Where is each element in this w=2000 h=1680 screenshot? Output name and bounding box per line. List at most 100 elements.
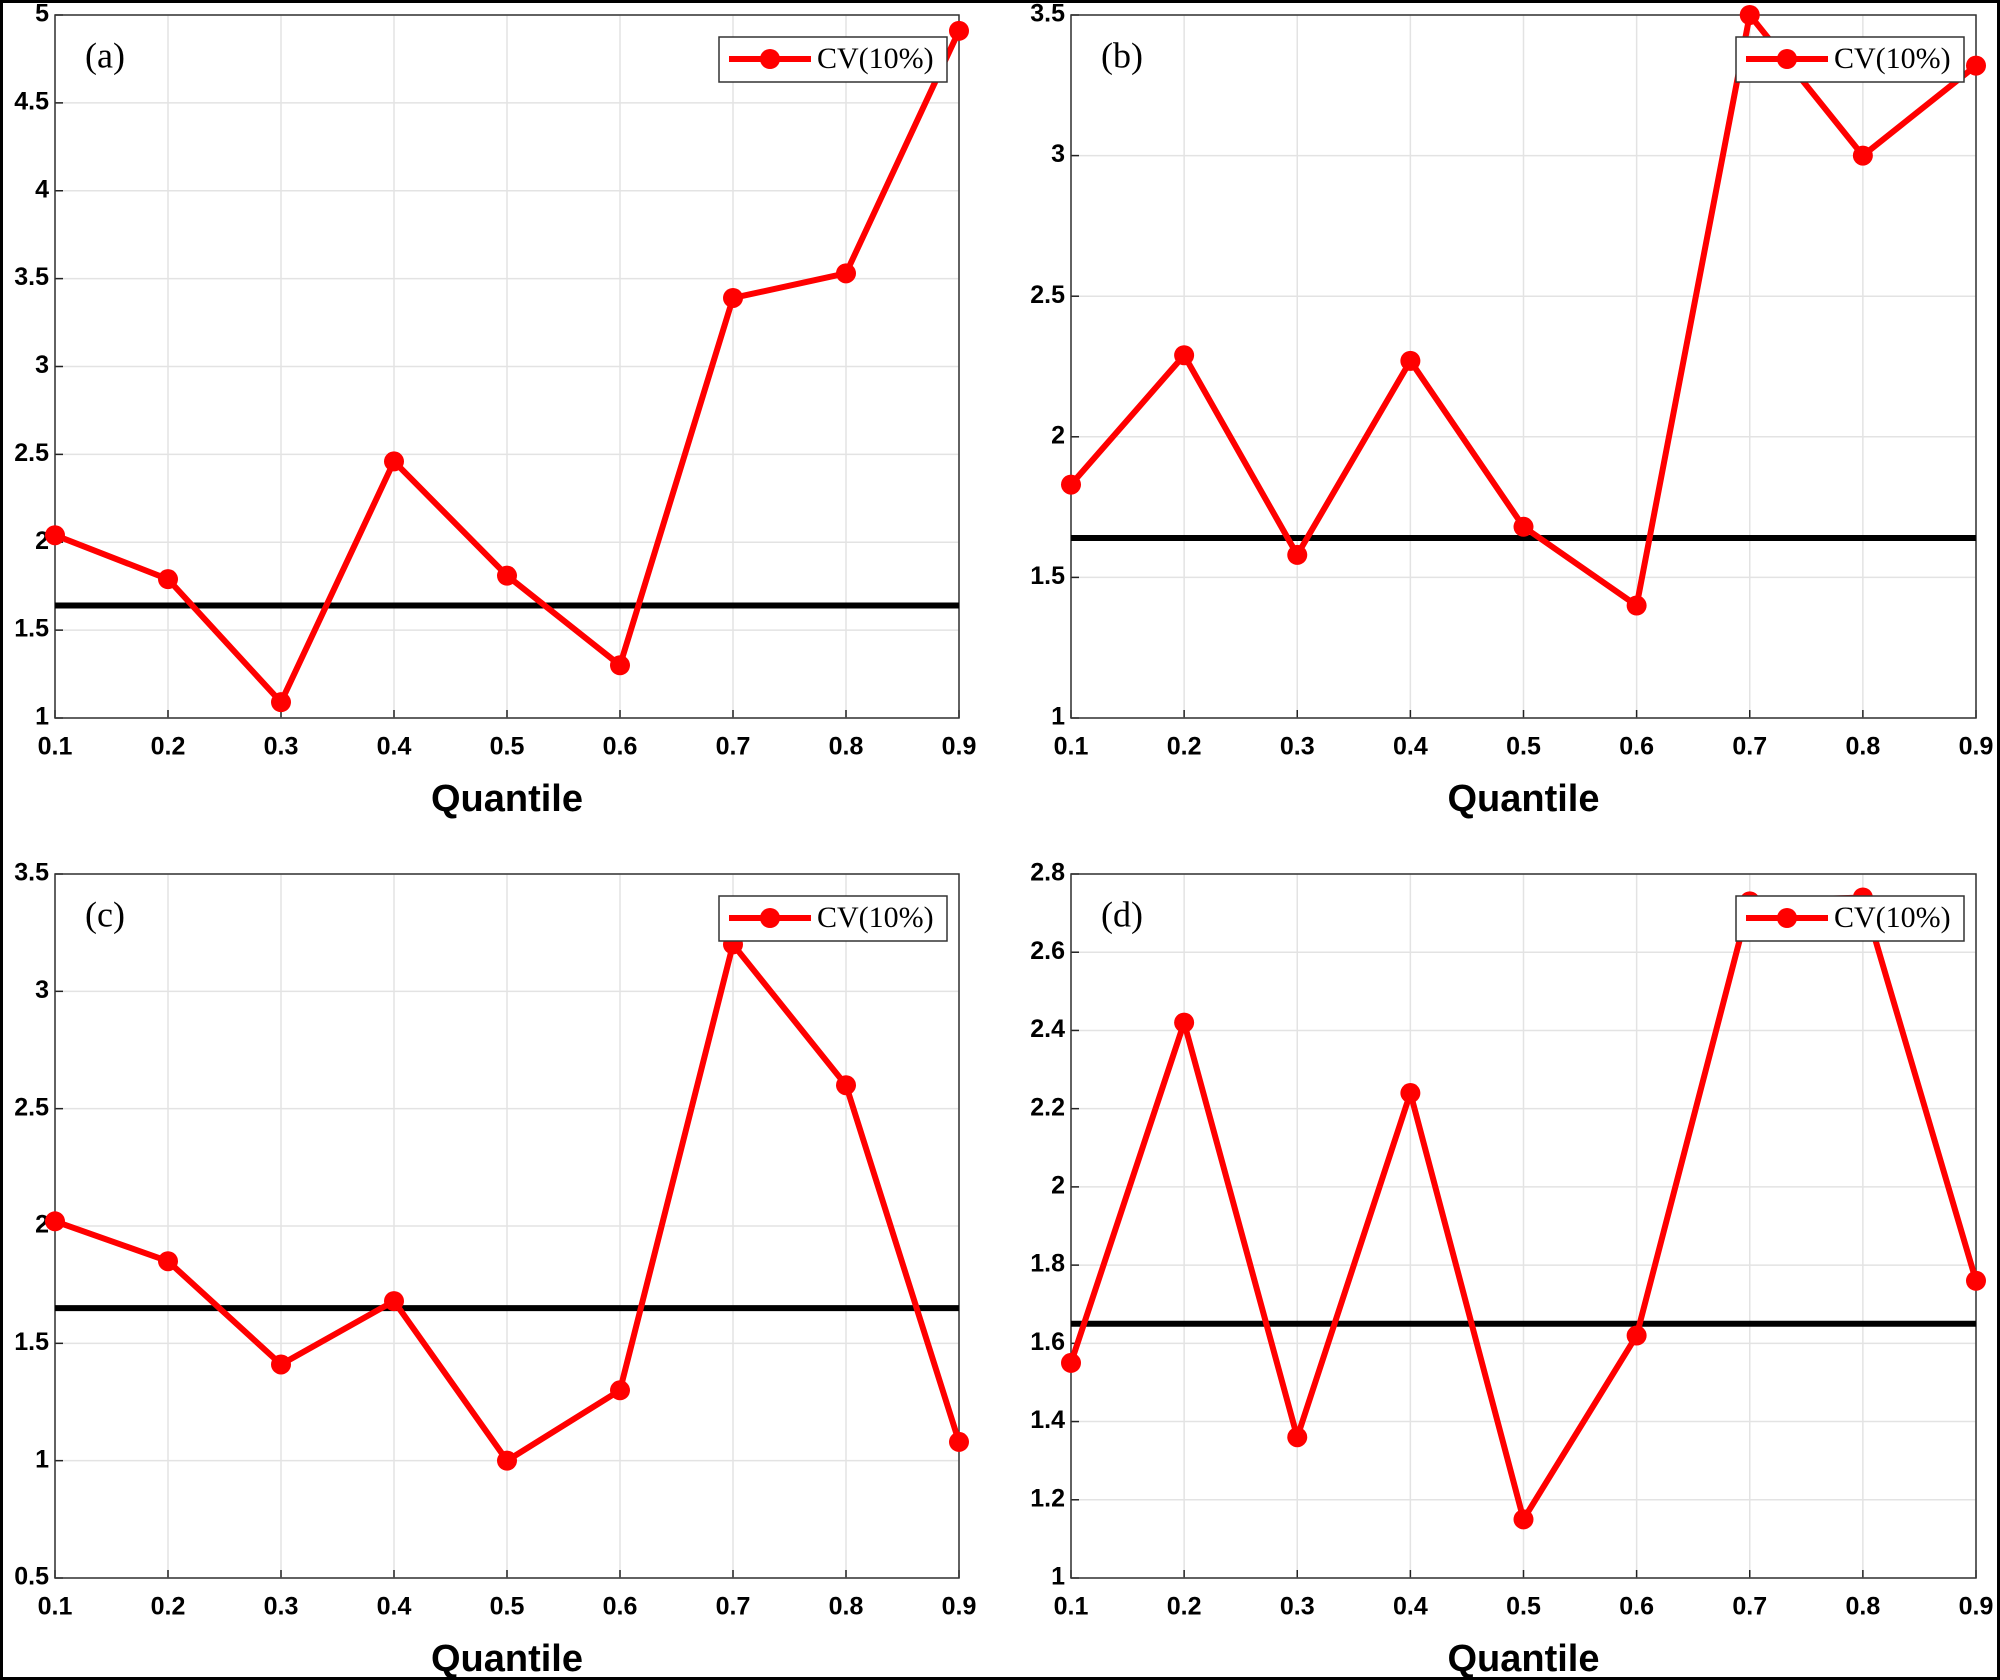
y-tick-label: 3 bbox=[1051, 140, 1065, 168]
x-tick-label: 0.3 bbox=[264, 1593, 299, 1621]
panel-annotation: (a) bbox=[85, 35, 125, 75]
data-point bbox=[1966, 1270, 1986, 1291]
x-tick-label: 0.6 bbox=[603, 1593, 638, 1621]
x-tick-label: 0.4 bbox=[377, 733, 412, 761]
data-point bbox=[45, 525, 65, 546]
x-tick-label: 0.8 bbox=[1845, 733, 1880, 761]
x-tick-label: 0.6 bbox=[1619, 733, 1654, 761]
y-tick-label: 1.6 bbox=[1030, 1328, 1065, 1356]
x-tick-label: 0.6 bbox=[603, 733, 638, 761]
data-point bbox=[836, 1075, 856, 1096]
data-point bbox=[1174, 345, 1195, 366]
data-point bbox=[45, 1211, 65, 1232]
y-tick-label: 1.4 bbox=[1030, 1406, 1065, 1434]
panel-annotation: (b) bbox=[1101, 35, 1143, 75]
legend-box bbox=[718, 36, 948, 83]
data-point bbox=[610, 655, 630, 676]
y-tick-label: 2.4 bbox=[1030, 1015, 1065, 1043]
data-point bbox=[949, 20, 969, 41]
legend-marker bbox=[1777, 908, 1797, 928]
data-point bbox=[1513, 516, 1534, 537]
y-tick-label: 2 bbox=[35, 1211, 49, 1239]
x-tick-label: 0.1 bbox=[1054, 733, 1089, 761]
axes-box bbox=[1070, 873, 1977, 1579]
x-tick-label: 0.6 bbox=[1619, 1593, 1654, 1621]
x-axis-label: Quantile bbox=[1447, 778, 1599, 820]
y-tick-label: 3.5 bbox=[14, 263, 49, 291]
x-tick-label: 0.2 bbox=[151, 733, 186, 761]
data-point bbox=[497, 565, 517, 586]
data-point bbox=[1966, 55, 1986, 76]
y-tick-label: 2.8 bbox=[1030, 859, 1065, 887]
data-point bbox=[497, 1450, 517, 1471]
x-tick-label: 0.8 bbox=[1845, 1593, 1880, 1621]
legend-marker bbox=[760, 49, 780, 69]
panel-annotation: (d) bbox=[1101, 894, 1143, 934]
x-tick-label: 0.5 bbox=[490, 1593, 525, 1621]
data-point bbox=[949, 1431, 969, 1452]
x-tick-label: 0.2 bbox=[1167, 733, 1202, 761]
data-point bbox=[271, 692, 291, 713]
data-point bbox=[1739, 5, 1760, 25]
data-point bbox=[1852, 145, 1873, 166]
x-tick-label: 0.1 bbox=[1054, 1593, 1089, 1621]
x-axis-label: Quantile bbox=[1447, 1638, 1599, 1680]
x-tick-label: 0.3 bbox=[1280, 1593, 1315, 1621]
y-tick-label: 2.2 bbox=[1030, 1093, 1065, 1121]
x-tick-label: 0.1 bbox=[38, 1593, 73, 1621]
data-point bbox=[1061, 1352, 1081, 1373]
x-tick-label: 0.4 bbox=[1393, 1593, 1428, 1621]
panel-annotation: (c) bbox=[85, 894, 125, 934]
y-tick-label: 3.5 bbox=[1030, 0, 1065, 28]
data-point bbox=[1626, 595, 1647, 616]
x-tick-label: 0.7 bbox=[1732, 733, 1767, 761]
data-point bbox=[1287, 544, 1308, 565]
x-tick-label: 0.7 bbox=[716, 1593, 751, 1621]
y-tick-label: 1.2 bbox=[1030, 1484, 1065, 1512]
data-point bbox=[271, 1354, 291, 1375]
legend-label: CV(10%) bbox=[1834, 901, 1951, 934]
x-tick-label: 0.5 bbox=[1506, 1593, 1541, 1621]
y-tick-label: 1 bbox=[1051, 1563, 1065, 1591]
x-tick-label: 0.5 bbox=[490, 733, 525, 761]
x-tick-label: 0.3 bbox=[264, 733, 299, 761]
x-tick-label: 0.4 bbox=[1393, 733, 1428, 761]
x-tick-label: 0.1 bbox=[38, 733, 73, 761]
y-tick-label: 1 bbox=[35, 1445, 49, 1473]
panel: 0.1 0.2 0.3 0.4 0.5 0.6 0.7 0.8 0.911.522.533.54… bbox=[14, 0, 976, 820]
data-point bbox=[1400, 1083, 1421, 1104]
y-tick-label: 1.8 bbox=[1030, 1250, 1065, 1278]
y-tick-label: 1.5 bbox=[14, 1328, 49, 1356]
legend-label: CV(10%) bbox=[817, 42, 934, 75]
y-tick-label: 5 bbox=[35, 0, 49, 28]
x-tick-label: 0.7 bbox=[1732, 1593, 1767, 1621]
legend-label: CV(10%) bbox=[1834, 42, 1951, 75]
data-point bbox=[1400, 350, 1421, 371]
data-point bbox=[158, 569, 178, 590]
x-tick-label: 0.9 bbox=[942, 733, 977, 761]
panel: 0.1 0.2 0.3 0.4 0.5 0.6 0.7 0.8 0.9 1 1.2 1.4 1.6 1.8… bbox=[1030, 859, 1993, 1680]
x-tick-label: 0.9 bbox=[1959, 733, 1994, 761]
y-tick-label: 1 bbox=[35, 703, 49, 731]
data-point bbox=[384, 451, 404, 472]
x-tick-label: 0.8 bbox=[829, 733, 864, 761]
x-tick-label: 0.2 bbox=[1167, 1593, 1202, 1621]
data-point bbox=[610, 1380, 630, 1401]
y-tick-label: 3 bbox=[35, 976, 49, 1004]
x-tick-label: 0.7 bbox=[716, 733, 751, 761]
y-tick-label: 2.5 bbox=[14, 439, 49, 467]
data-point bbox=[1174, 1012, 1195, 1033]
x-tick-label: 0.9 bbox=[1959, 1593, 1994, 1621]
y-tick-label: 0.5 bbox=[14, 1563, 49, 1591]
panel: 0.1 0.2 0.3 0.4 0.5 0.6 0.7 0.8 0.9 0.5 1 1.5 2 2.5 3 3… bbox=[14, 859, 976, 1680]
x-axis-label: Quantile bbox=[431, 1638, 583, 1680]
x-tick-label: 0.5 bbox=[1506, 733, 1541, 761]
y-tick-label: 1.5 bbox=[14, 615, 49, 643]
y-tick-label: 1.5 bbox=[1030, 562, 1065, 590]
legend-marker bbox=[760, 908, 780, 928]
x-tick-label: 0.9 bbox=[942, 1593, 977, 1621]
y-tick-label: 3.5 bbox=[14, 859, 49, 887]
data-point bbox=[384, 1291, 404, 1312]
y-tick-label: 4.5 bbox=[14, 87, 49, 115]
